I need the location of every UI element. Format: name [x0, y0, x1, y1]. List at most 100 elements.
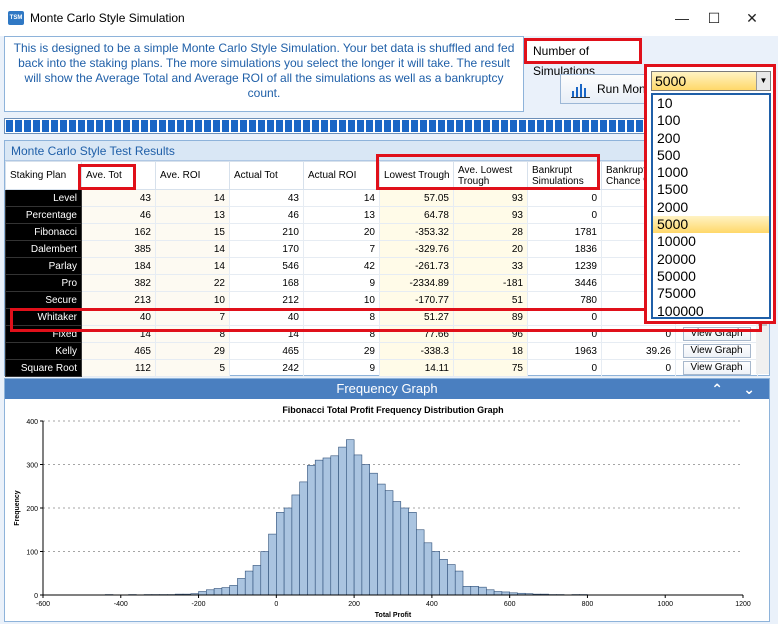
simulations-option[interactable]: 75000: [653, 285, 769, 302]
progress-segment: [222, 120, 229, 132]
table-cell: 0: [528, 360, 602, 377]
x-tick-label: 600: [504, 601, 516, 608]
progress-bar: [4, 118, 650, 134]
view-graph-cell: View Graph: [676, 360, 758, 377]
table-cell: 168: [230, 275, 304, 292]
progress-segment: [249, 120, 256, 132]
column-header[interactable]: Ave. Lowest Trough: [454, 162, 528, 190]
table-cell: 5: [156, 360, 230, 377]
simulations-option[interactable]: 200: [653, 130, 769, 147]
y-tick-label: 300: [26, 463, 38, 470]
table-cell: 46: [230, 207, 304, 224]
histogram-bar: [354, 455, 362, 595]
table-cell: 13: [156, 207, 230, 224]
chevron-down-icon[interactable]: ⌄: [743, 379, 755, 399]
table-cell: 14.11: [380, 360, 454, 377]
chevron-down-icon[interactable]: ▼: [756, 72, 770, 90]
progress-segment: [339, 120, 346, 132]
column-header[interactable]: Bankrupt Simulations: [528, 162, 602, 190]
simulations-option[interactable]: 50000: [653, 268, 769, 285]
histogram-bar: [199, 592, 207, 595]
progress-segment: [195, 120, 202, 132]
table-cell: 14: [82, 326, 156, 343]
view-graph-cell: View Graph: [676, 326, 758, 343]
histogram-bar: [479, 587, 487, 595]
column-header[interactable]: Actual Tot: [230, 162, 304, 190]
minimize-button[interactable]: —: [668, 8, 696, 28]
maximize-button[interactable]: ☐: [700, 8, 728, 28]
staking-plan-cell: Secure: [6, 292, 82, 309]
simulations-option[interactable]: 10: [653, 95, 769, 112]
histogram-bar: [377, 484, 385, 595]
table-cell: -261.73: [380, 258, 454, 275]
column-header[interactable]: Actual ROI: [304, 162, 380, 190]
table-cell: 1963: [528, 343, 602, 360]
y-tick-label: 400: [26, 419, 38, 426]
table-cell: 20: [454, 241, 528, 258]
x-tick-label: -600: [36, 601, 50, 608]
histogram-bar: [245, 571, 253, 595]
table-cell: 780: [528, 292, 602, 309]
progress-segment: [357, 120, 364, 132]
progress-segment: [168, 120, 175, 132]
column-header[interactable]: Lowest Trough: [380, 162, 454, 190]
simulations-option[interactable]: 1000: [653, 164, 769, 181]
frequency-panel: Frequency Graph ⌃ ⌄ Fibonacci Total Prof…: [4, 378, 770, 622]
view-graph-button[interactable]: View Graph: [683, 344, 751, 358]
column-header[interactable]: Ave. Tot: [82, 162, 156, 190]
table-cell: 1239: [528, 258, 602, 275]
progress-segment: [393, 120, 400, 132]
progress-segment: [24, 120, 31, 132]
histogram-bar: [455, 571, 463, 595]
progress-segment: [231, 120, 238, 132]
table-cell: -338.3: [380, 343, 454, 360]
table-cell: 40: [82, 309, 156, 326]
simulations-option[interactable]: 20000: [653, 251, 769, 268]
progress-segment: [519, 120, 526, 132]
progress-segment: [186, 120, 193, 132]
table-cell: 93: [454, 190, 528, 207]
histogram-bar: [385, 491, 393, 595]
run-monte-carlo-button[interactable]: Run Monte Carlo: [560, 74, 650, 104]
table-cell: 212: [230, 292, 304, 309]
bar-chart-icon: [571, 82, 591, 98]
progress-segment: [447, 120, 454, 132]
view-graph-button[interactable]: View Graph: [683, 327, 751, 341]
simulations-option[interactable]: 500: [653, 147, 769, 164]
chevron-up-icon[interactable]: ⌃: [711, 379, 723, 399]
simulations-option[interactable]: 100000: [653, 303, 769, 320]
simulations-option[interactable]: 5000: [653, 216, 769, 233]
progress-segment: [321, 120, 328, 132]
progress-segment: [501, 120, 508, 132]
close-button[interactable]: ✕: [738, 8, 766, 28]
main-content: This is designed to be a simple Monte Ca…: [0, 36, 778, 624]
simulations-option[interactable]: 100: [653, 112, 769, 129]
column-header[interactable]: Ave. ROI: [156, 162, 230, 190]
progress-segment: [150, 120, 157, 132]
histogram-bar: [315, 460, 323, 595]
y-axis-label: Frequency: [14, 490, 21, 526]
table-cell: -2334.89: [380, 275, 454, 292]
simulations-option[interactable]: 2000: [653, 199, 769, 216]
column-header[interactable]: Staking Plan: [6, 162, 82, 190]
run-button-label: Run Monte Carlo: [597, 82, 650, 96]
table-cell: 8: [156, 326, 230, 343]
app-icon: TSM: [8, 11, 24, 25]
table-cell: 57.05: [380, 190, 454, 207]
histogram-bar: [424, 543, 432, 595]
histogram-bar: [447, 565, 455, 595]
histogram-bar: [362, 465, 370, 596]
simulations-select[interactable]: 5000 ▼: [651, 71, 771, 91]
simulations-option[interactable]: 1500: [653, 181, 769, 198]
table-cell: 3446: [528, 275, 602, 292]
view-graph-button[interactable]: View Graph: [683, 361, 751, 375]
table-cell: 242: [230, 360, 304, 377]
progress-segment: [609, 120, 616, 132]
simulations-option[interactable]: 10000: [653, 233, 769, 250]
progress-segment: [564, 120, 571, 132]
histogram-bar: [331, 456, 339, 595]
